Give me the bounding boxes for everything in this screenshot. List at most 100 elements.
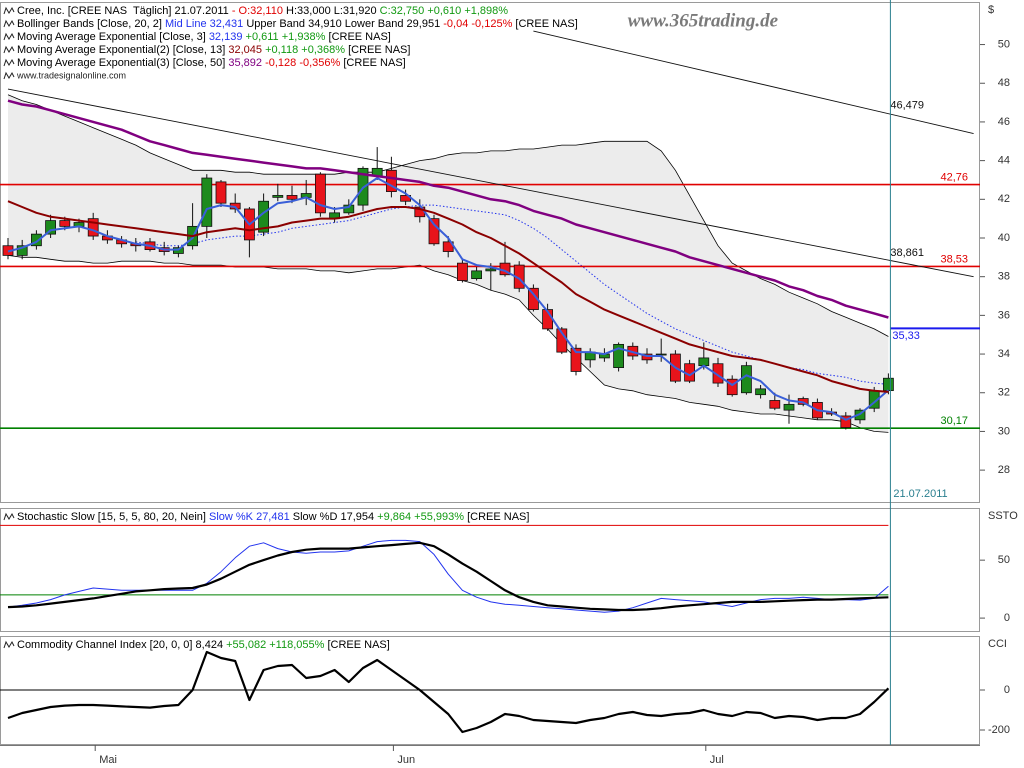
horizontal-line-label: 35,33 — [892, 330, 920, 342]
indicator-line — [7, 650, 890, 734]
legend-text: Slow %D 17,954 — [290, 511, 377, 523]
trend-line-label: 38,861 — [890, 247, 924, 259]
legend-icon — [3, 71, 15, 80]
panel-frame — [0, 2, 980, 503]
legend-text: - O:32,110 — [232, 5, 283, 17]
x-tick-label: Jul — [710, 754, 724, 766]
candle-body — [485, 268, 497, 272]
legend-line: Commodity Channel Index [20, 0, 0] 8,424… — [17, 639, 390, 651]
legend-line: Bollinger Bands [Close, 20, 2] Mid Line … — [17, 18, 578, 30]
legend-text: [CREE NAS] — [512, 18, 577, 30]
trend-line-label: 46,479 — [890, 100, 924, 112]
candle-body — [30, 233, 42, 247]
x-tick-label: Jun — [397, 754, 415, 766]
legend-line: Moving Average Exponential [Close, 3] 32… — [17, 31, 391, 43]
candle-body — [87, 218, 99, 237]
horizontal-line-label: 30,17 — [940, 415, 968, 427]
legend-text: Moving Average Exponential(2) [Close, 13… — [17, 44, 228, 56]
candle-body — [741, 365, 752, 394]
legend-text: [CREE NAS] — [340, 57, 405, 69]
legend-text: -0,128 -0,356% — [262, 57, 340, 69]
candle-body — [59, 220, 71, 227]
cursor-date: 21.07.2011 — [893, 488, 947, 500]
y-tick-label: 40 — [998, 232, 1010, 244]
candle-body — [272, 195, 284, 198]
legend-text: Mid Line 32,431 — [165, 18, 243, 30]
axis-label: $ — [988, 4, 994, 16]
y-tick-label: 28 — [998, 464, 1010, 476]
band-fill — [8, 94, 889, 433]
indicator-line — [7, 541, 889, 612]
legend-text: Moving Average Exponential [Close, 3] — [17, 31, 209, 43]
candle-body — [385, 169, 397, 192]
y-tick-label: 0 — [1004, 684, 1010, 696]
candle-body — [343, 204, 355, 214]
candle-body — [215, 181, 227, 204]
legend-text: +55,082 +118,055% — [226, 639, 324, 651]
trend-line — [533, 30, 974, 134]
legend-line: Moving Average Exponential(2) [Close, 13… — [17, 44, 410, 56]
legend-text: Stochastic Slow [15, 5, 5, 80, 20, Nein] — [17, 511, 209, 523]
legend-text: 32,045 — [228, 44, 262, 56]
y-tick-label: 34 — [998, 348, 1010, 360]
candle-body — [655, 353, 667, 356]
horizontal-line-label: 42,76 — [940, 172, 968, 184]
candle-body — [201, 177, 213, 227]
y-tick-label: 44 — [998, 155, 1010, 167]
y-tick-label: 38 — [998, 271, 1010, 283]
candle-body — [456, 262, 468, 281]
legend-text: Bollinger Bands [Close, 20, 2] — [17, 18, 165, 30]
y-tick-label: -200 — [988, 724, 1010, 736]
legend-text: Commodity Channel Index [20, 0, 0] 8,424 — [17, 639, 226, 651]
legend-text: Moving Average Exponential(3) [Close, 50… — [17, 57, 228, 69]
y-tick-label: 48 — [998, 77, 1010, 89]
candle-body — [613, 343, 624, 368]
panel-frame — [0, 508, 980, 632]
legend-text: +0,118 +0,368% — [262, 44, 345, 56]
y-tick-label: 32 — [998, 387, 1010, 399]
legend-icon — [3, 640, 15, 649]
candle-body — [314, 173, 326, 214]
legend-text: +0,611 +1,938% — [242, 31, 325, 43]
candle-body — [712, 363, 724, 384]
legend-text: C:32,750 +0,610 +1,898% — [380, 5, 509, 17]
candle-body — [755, 388, 766, 396]
legend-text: Cree, Inc. [CREE NAS Täglich] 21.07.2011 — [17, 5, 232, 17]
plot-area — [0, 30, 980, 433]
candle-body — [769, 400, 781, 409]
source-label: www.tradesignalonline.com — [16, 70, 126, 80]
legend-icon — [3, 6, 15, 15]
candle-body — [883, 377, 894, 392]
legend-text: +9,864 +55,993% — [377, 511, 464, 523]
x-tick-label: Mai — [99, 754, 117, 766]
band-upper — [7, 94, 889, 337]
moving-average — [7, 200, 889, 393]
legend-icon — [3, 45, 15, 54]
candle-body — [726, 378, 738, 396]
watermark: www.365trading.de — [628, 10, 779, 31]
legend-text: Upper Band 34,910 Lower Band 29,951 — [243, 18, 443, 30]
y-tick-label: 30 — [998, 425, 1010, 437]
legend-line: Moving Average Exponential(3) [Close, 50… — [17, 57, 406, 69]
y-tick-label: 46 — [998, 116, 1010, 128]
legend-text: H:33,000 L:31,920 — [283, 5, 380, 17]
y-tick-label: 50 — [998, 554, 1010, 566]
legend-text: 35,892 — [228, 57, 262, 69]
legend-text: [CREE NAS] — [345, 44, 410, 56]
candle-body — [840, 415, 852, 428]
axis-label: CCI — [988, 638, 1007, 650]
candle-body — [570, 347, 582, 372]
band-lower — [7, 255, 889, 433]
legend-icon — [3, 512, 15, 521]
candle-body — [286, 195, 298, 200]
y-tick-label: 50 — [998, 38, 1010, 50]
legend-line: Cree, Inc. [CREE NAS Täglich] 21.07.2011… — [17, 5, 508, 17]
legend-text: [CREE NAS] — [464, 511, 529, 523]
trend-line — [7, 88, 974, 278]
legend-text: [CREE NAS] — [325, 31, 390, 43]
horizontal-line-label: 38,53 — [940, 253, 968, 265]
moving-average — [7, 177, 890, 421]
